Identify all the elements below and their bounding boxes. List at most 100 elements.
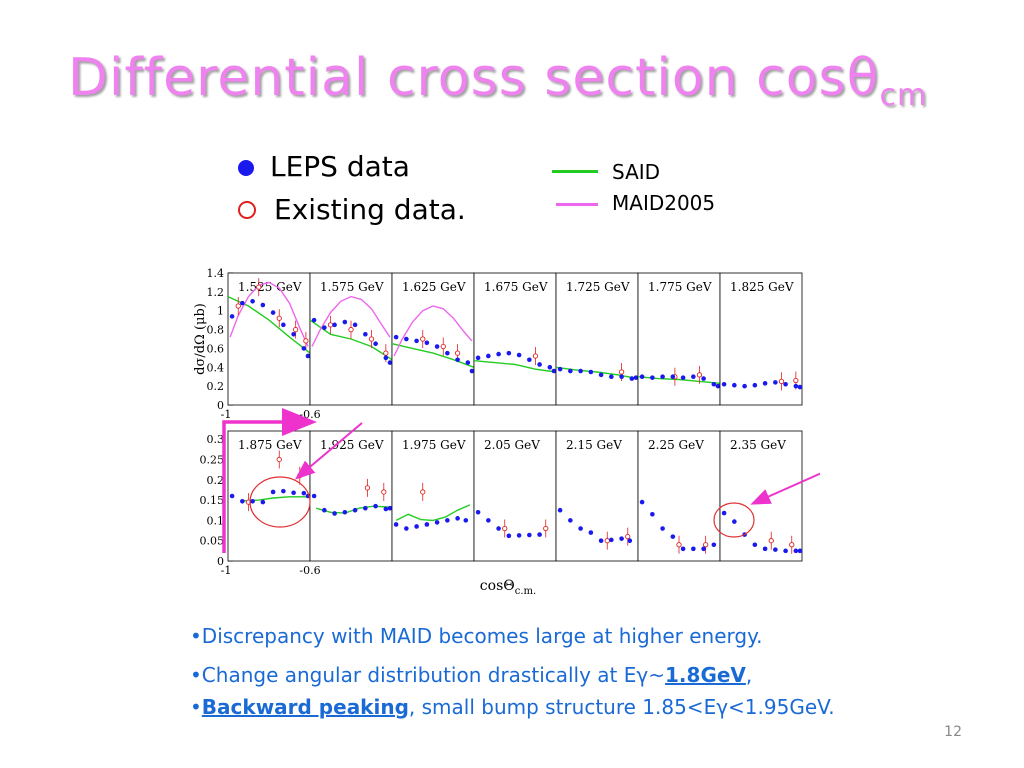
existing-data-point	[348, 326, 354, 333]
panel-energy-label: 2.15 GeV	[566, 438, 622, 452]
leps-data-point	[352, 322, 358, 328]
chart-panel	[309, 430, 393, 562]
existing-data-point	[303, 338, 309, 344]
leps-data-point	[670, 374, 676, 380]
leps-data-point	[639, 499, 645, 505]
said-curve	[391, 343, 475, 368]
leps-data-point	[650, 375, 655, 380]
said-curve	[473, 360, 557, 373]
bullet3-text: , small bump structure 1.85<E	[408, 695, 717, 719]
y-tick-label: 0.2	[207, 474, 225, 487]
leps-data-point	[793, 548, 799, 554]
chart-panels: 0 0.2 0.4 0.6 0.8 1 1.2 1.4 1.525 GeV 1.575 GeV 1.…	[193, 267, 803, 597]
leps-data-point	[342, 319, 348, 325]
panel-energy-label: 1.875 GeV	[238, 438, 302, 452]
y-tick-label: 0	[217, 555, 224, 568]
leps-data-point	[609, 374, 614, 380]
leps-data-point	[301, 490, 307, 496]
panel-energy-label: 2.05 GeV	[484, 438, 540, 452]
filled-dot-icon	[238, 160, 254, 176]
existing-data-point	[276, 315, 282, 321]
leps-data-point	[660, 374, 665, 380]
leps-data-point	[270, 489, 276, 495]
existing-data-point	[789, 542, 795, 548]
leps-data-point	[680, 546, 686, 552]
existing-data-point	[793, 377, 799, 384]
leps-data-point	[691, 374, 696, 380]
y-tick-label: 1.2	[207, 286, 225, 299]
bullet-angular-change: •Change angular distribution drastically…	[190, 663, 752, 687]
panel-energy-label: 1.775 GeV	[648, 280, 712, 294]
leps-data-point	[332, 322, 337, 328]
existing-data-point	[381, 489, 387, 495]
leps-data-point	[711, 542, 717, 548]
existing-data-point	[768, 538, 774, 544]
leps-data-point	[496, 351, 501, 357]
leps-data-point	[721, 510, 727, 516]
y-tick-label: 1	[217, 305, 224, 318]
panel-energy-label: 2.35 GeV	[730, 438, 786, 452]
leps-data-point	[342, 509, 348, 515]
y-tick-label: 0.25	[200, 453, 225, 466]
y-tick-label: 0.3	[207, 433, 225, 446]
leps-data-point	[373, 503, 378, 509]
leps-data-point	[393, 334, 399, 340]
panel-energy-label: 2.25 GeV	[648, 438, 704, 452]
y-tick-label: 0.05	[200, 535, 225, 548]
leps-data-point	[475, 509, 481, 515]
leps-data-point	[383, 506, 389, 512]
leps-data-point	[762, 546, 768, 552]
existing-data-point	[276, 456, 282, 463]
leps-data-point	[486, 353, 491, 359]
leps-data-point	[373, 341, 378, 347]
y-tick-label: 1.4	[207, 267, 225, 280]
x-tick-label: -1	[221, 408, 232, 421]
leps-data-point	[732, 519, 737, 524]
leps-data-point	[291, 331, 296, 337]
bullet-backward-peaking: •Backward peaking, small bump structure …	[190, 695, 835, 719]
leps-data-point	[793, 383, 799, 389]
leps-data-point	[250, 498, 255, 504]
leps-data-point	[291, 490, 296, 496]
leps-data-point	[547, 364, 553, 370]
pointer-arrow	[750, 472, 820, 505]
highlight-circle	[713, 502, 755, 538]
pointer-arrow	[294, 422, 363, 480]
leps-data-point	[598, 538, 604, 543]
leps-data-point	[404, 526, 409, 531]
leps-data-point	[609, 537, 614, 543]
leps-data-point	[469, 368, 475, 374]
maid-curve	[229, 281, 309, 347]
energy-link[interactable]: 1.8GeV	[665, 663, 746, 687]
leps-data-point	[680, 375, 686, 380]
chart-panel	[227, 272, 311, 406]
maid-curve	[311, 295, 391, 347]
backward-peaking-link[interactable]: Backward peaking	[201, 695, 409, 719]
legend-existing: Existing data.	[238, 193, 466, 226]
chart-panel	[391, 430, 475, 562]
chart-panel	[227, 430, 311, 562]
y-tick-label: 0.4	[207, 361, 225, 374]
leps-data-point	[270, 310, 276, 315]
x-axis-label: cosΘc.m.	[480, 578, 536, 597]
leps-data-point	[424, 522, 430, 527]
bullet-discrepancy: •Discrepancy with MAID becomes large at …	[190, 624, 763, 648]
leps-data-point	[670, 534, 676, 539]
open-circle-icon	[238, 201, 256, 219]
leps-data-point	[588, 530, 594, 535]
leps-data-point	[305, 353, 311, 359]
existing-data-point	[604, 538, 610, 544]
leps-data-point	[568, 518, 573, 523]
leps-data-point	[711, 381, 717, 387]
leps-data-point	[240, 498, 245, 504]
leps-data-point	[691, 546, 696, 552]
title-text: Differential cross section cos	[68, 48, 847, 108]
leps-data-point	[527, 357, 532, 363]
leps-data-point	[598, 372, 604, 378]
existing-data-point	[696, 372, 703, 378]
y-axis-label: dσ/dΩ (μb)	[193, 303, 208, 375]
leps-data-point	[627, 538, 633, 543]
leps-data-point	[752, 382, 758, 388]
bullet3-gamma: γ	[716, 695, 729, 719]
leps-data-point	[311, 317, 317, 323]
